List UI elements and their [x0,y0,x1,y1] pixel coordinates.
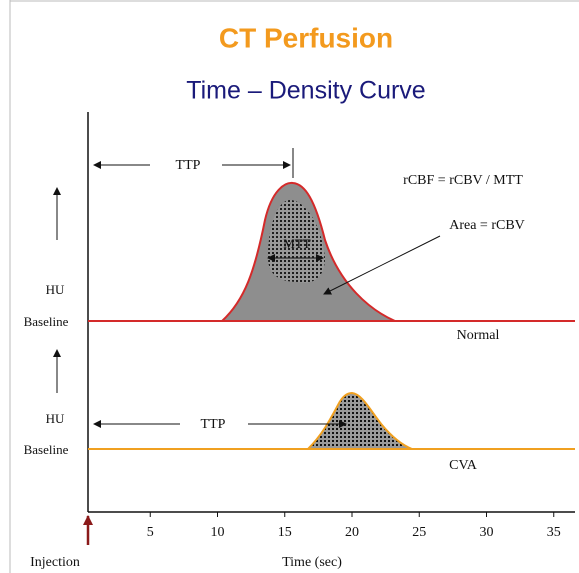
baseline-label: Baseline [24,314,69,329]
x-tick-label: 20 [345,525,359,540]
cva-area [308,393,412,449]
area-label: Area = rCBV [449,218,525,233]
x-tick-label: 25 [412,525,426,540]
x-tick-label: 35 [547,525,561,540]
hu-label: HU [46,411,65,426]
x-tick-label: 30 [480,525,494,540]
hu-label: HU [46,282,65,297]
cva-curve [307,391,413,450]
x-tick-label: 5 [147,525,154,540]
subtitle: Time – Density Curve [186,77,425,105]
mtt-label: MTT [283,236,311,251]
baseline-label: Baseline [24,442,69,457]
x-tick-label: 10 [211,525,225,540]
mtt-region [268,200,325,283]
ttp-label: TTP [201,417,226,432]
x-axis-label: Time (sec) [282,555,342,570]
formula: rCBF = rCBV / MTT [403,173,523,188]
x-tick-label: 15 [278,525,292,540]
injection-label: Injection [30,555,80,570]
title: CT Perfusion [219,22,393,53]
ttp-label: TTP [176,158,201,173]
area-arrow [323,235,441,295]
cva-label: CVA [449,458,478,473]
normal-label: Normal [457,328,500,343]
